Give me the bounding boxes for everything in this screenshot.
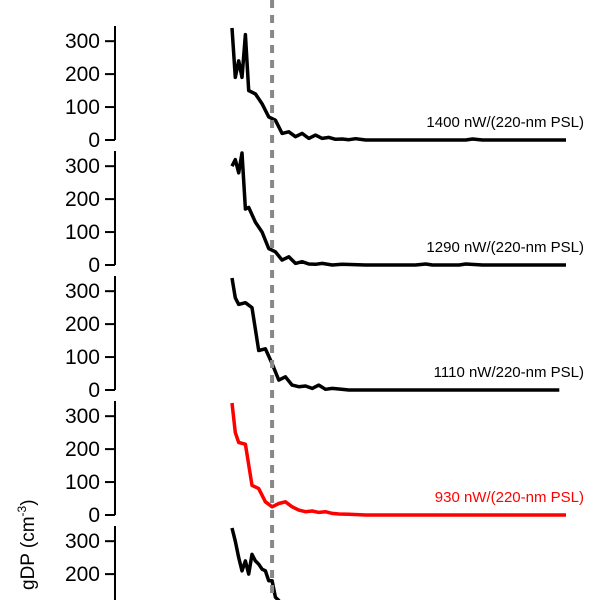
y-axis-title-close: ) [18,499,39,505]
y-axis-title-exponent: -3 [15,505,29,516]
panel-3-tick-label-0: 0 [88,379,100,402]
panel-4-label: 930 nW/(220-nm PSL) [435,489,584,506]
panel-4-tick-label-0: 0 [88,504,100,527]
panel-1-tick-label-200: 200 [65,63,100,86]
panel-3-series-line [230,277,560,392]
panel-2-tick-label-100: 100 [65,221,100,244]
panel-4-tick-label-200: 200 [65,438,100,461]
panel-3-tick-label-100: 100 [65,346,100,369]
panel-2-tick-label-300: 300 [65,155,100,178]
panel-4-tick-label-100: 100 [65,471,100,494]
panel-1-series-line [230,27,566,142]
panel-2-tick-label-200: 200 [65,188,100,211]
panel-5-tick-label-300: 300 [65,530,100,553]
panel-1-tick-label-300: 300 [65,30,100,53]
panel-1: 0 100 200 300 1400 nW/(220-nm PSL) [65,26,584,152]
panel-3: 0 100 200 300 1110 nW/220-nm PSL) [65,276,584,402]
panel-5-series-line [230,527,282,605]
panel-3-tick-label-300: 300 [65,280,100,303]
panel-3-label: 1110 nW/220-nm PSL) [434,364,584,381]
panel-4-tick-label-300: 300 [65,405,100,428]
panel-2-tick-label-0: 0 [88,254,100,277]
panel-2-label: 1290 nW/(220-nm PSL) [426,239,584,256]
panel-2-series-line [230,151,566,267]
panel-4-series-line [230,402,566,517]
panel-4: 0 100 200 300 930 nW/(220-nm PSL) [65,401,584,527]
panel-1-label: 1400 nW/(220-nm PSL) [426,114,584,131]
panel-1-tick-label-100: 100 [65,96,100,119]
y-axis-title: gDP (cm-3) [15,499,39,590]
y-axis-title-main: gDP (cm [18,516,39,590]
panel-1-tick-label-0: 0 [88,129,100,152]
panel-3-tick-label-200: 200 [65,313,100,336]
panel-2: 0 100 200 300 1290 nW/(220-nm PSL) [65,151,584,277]
panel-5-tick-label-200: 200 [65,563,100,586]
